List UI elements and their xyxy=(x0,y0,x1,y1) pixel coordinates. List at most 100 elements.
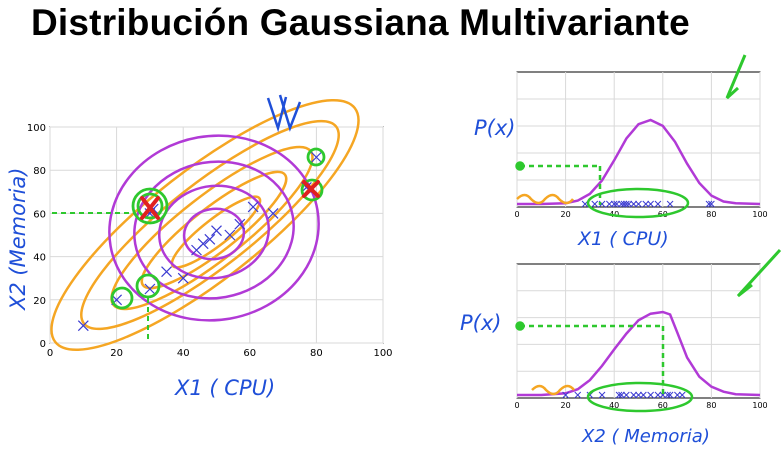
data-point-stroke xyxy=(204,233,216,245)
data-point-marker xyxy=(247,201,259,213)
data-point-stroke xyxy=(161,266,172,278)
data-point-stroke xyxy=(77,320,89,332)
bot-sample-stroke xyxy=(635,391,642,399)
check-mark-main xyxy=(266,94,302,133)
data-point-stroke xyxy=(310,151,322,163)
top-sample-marker xyxy=(620,200,628,208)
top-sample-stroke xyxy=(610,200,618,208)
data-point-marker xyxy=(144,283,156,295)
top-sample-marker xyxy=(642,200,650,208)
top-sample-marker xyxy=(630,200,637,208)
bottom-x-label: X2 ( Memoria) xyxy=(581,426,710,447)
slide-title: Distribución Gaussiana Multivariante xyxy=(31,2,690,43)
top-sample-marker xyxy=(622,200,630,208)
data-point-stroke xyxy=(224,229,236,241)
top-x-label: X1 ( CPU) xyxy=(577,228,669,250)
main-ticks: 0 20 40 60 80 100 0 20 40 60 80 100 xyxy=(27,123,393,359)
bot-sample-stroke xyxy=(598,391,606,399)
bot-sample-marker xyxy=(622,391,630,399)
top-sample-stroke xyxy=(635,200,642,208)
top-sample-stroke xyxy=(708,200,715,208)
bot-sample-stroke xyxy=(562,391,569,399)
bot-sample-stroke xyxy=(664,391,672,399)
bot-sample-stroke xyxy=(674,391,681,399)
bottom-grid xyxy=(516,264,761,398)
bottom-annotations xyxy=(515,248,782,413)
top-density-curve xyxy=(517,118,761,206)
top-sample-marker xyxy=(605,200,613,208)
top-marginal-plot: 0 20 40 60 80 100 P(x) X1 ( CPU) xyxy=(474,54,768,250)
bot-xtick-label: 0 xyxy=(514,401,519,410)
top-xtick-label: 80 xyxy=(706,210,716,219)
top-px-label: P(x) xyxy=(474,116,515,140)
top-sample-marker xyxy=(654,200,662,208)
bot-sample-marker xyxy=(574,391,582,399)
top-sample-stroke xyxy=(613,200,620,208)
bot-sample-marker xyxy=(630,391,637,399)
top-sample-stroke xyxy=(642,200,650,208)
bot-xtick-label: 20 xyxy=(561,401,571,410)
top-sample-marker xyxy=(625,200,633,208)
top-sample-stroke xyxy=(622,200,630,208)
top-sample-marker xyxy=(610,200,618,208)
bot-sample-marker xyxy=(654,391,662,399)
top-sample-stroke xyxy=(705,200,713,208)
top-sample-marker xyxy=(647,200,655,208)
bot-sample-stroke xyxy=(615,391,623,399)
top-sample-marker xyxy=(708,200,715,208)
purple-contours xyxy=(108,134,320,322)
bottom-plot-frame xyxy=(516,263,761,399)
bot-xtick-label: 100 xyxy=(752,401,767,410)
bot-sample-marker xyxy=(618,391,625,399)
orange-contours xyxy=(50,99,360,351)
data-point-stroke xyxy=(211,225,222,237)
top-sample-stroke xyxy=(598,200,606,208)
main-ytick-label: 60 xyxy=(33,209,46,220)
data-point-stroke xyxy=(234,218,246,230)
top-xtick-label: 100 xyxy=(752,210,767,219)
top-sample-marker xyxy=(666,200,674,208)
top-sample-stroke xyxy=(625,200,633,208)
data-point-marker xyxy=(204,233,216,245)
main-xtick-label: 60 xyxy=(243,348,256,359)
bot-sample-stroke xyxy=(659,391,667,399)
bot-xtick-label: 40 xyxy=(609,401,619,410)
top-sample-stroke xyxy=(630,200,637,208)
main-scatter-plot: 0 20 40 60 80 100 0 20 40 60 80 100 xyxy=(6,94,393,400)
main-ytick-label: 0 xyxy=(40,339,46,350)
top-sample-stroke xyxy=(591,200,599,208)
main-xtick-label: 0 xyxy=(47,348,53,359)
bot-sample-stroke xyxy=(574,391,582,399)
data-point-stroke xyxy=(144,283,156,295)
data-point-marker xyxy=(177,272,189,284)
red-anomaly-marks xyxy=(140,180,320,220)
bot-sample-stroke xyxy=(654,391,662,399)
data-point-marker xyxy=(197,238,209,250)
top-sample-stroke xyxy=(647,200,655,208)
top-sample-stroke xyxy=(666,200,674,208)
top-annotations xyxy=(515,54,747,219)
top-sample-marker xyxy=(635,200,642,208)
bottom-ticks: 0 20 40 60 80 100 xyxy=(514,401,767,410)
main-xtick-label: 40 xyxy=(177,348,190,359)
top-xtick-label: 0 xyxy=(514,210,519,219)
data-point-stroke xyxy=(197,238,209,250)
top-sample-marker xyxy=(613,200,620,208)
main-y-label: X2 (Memoria) xyxy=(6,168,30,312)
top-sample-marker xyxy=(591,200,599,208)
bot-sample-marker xyxy=(598,391,606,399)
bot-sample-stroke xyxy=(622,391,630,399)
data-point-marker xyxy=(267,207,279,219)
top-sample-stroke xyxy=(605,200,613,208)
top-sample-stroke xyxy=(620,200,628,208)
bottom-density-curve xyxy=(517,310,761,397)
data-point-marker xyxy=(211,225,222,237)
bot-sample-marker xyxy=(615,391,623,399)
main-points xyxy=(77,151,322,332)
main-ytick-label: 40 xyxy=(33,253,46,264)
bot-sample-stroke xyxy=(666,391,674,399)
bottom-px-label: P(x) xyxy=(460,311,501,335)
top-samples xyxy=(581,200,715,208)
main-xtick-label: 20 xyxy=(110,348,123,359)
